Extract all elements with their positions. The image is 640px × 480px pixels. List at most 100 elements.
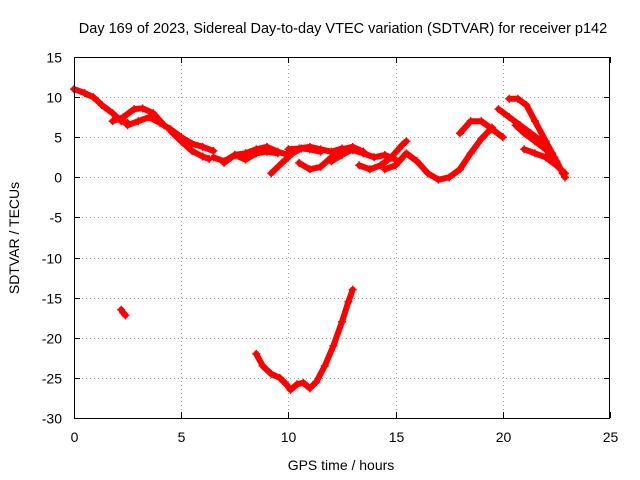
data-point <box>262 147 271 156</box>
data-point <box>359 149 368 158</box>
x-axis-label: GPS time / hours <box>288 457 395 473</box>
data-point <box>108 109 117 118</box>
data-point <box>130 105 139 114</box>
data-point <box>134 117 143 126</box>
data-point <box>445 173 454 182</box>
data-point <box>552 161 561 170</box>
data-point <box>305 165 314 174</box>
data-point <box>123 121 132 130</box>
data-point <box>155 118 164 127</box>
data-point <box>338 150 346 159</box>
data-point <box>370 153 379 162</box>
x-tick-label: 10 <box>281 429 297 445</box>
data-point <box>498 133 507 142</box>
data-point <box>108 117 117 126</box>
data-point <box>198 142 207 151</box>
data-point <box>541 153 550 162</box>
data-point <box>209 153 218 162</box>
data-point <box>149 109 158 118</box>
data-point <box>348 285 357 294</box>
data-point <box>119 113 128 122</box>
data-point <box>177 137 186 146</box>
data-point <box>241 155 250 164</box>
data-point <box>187 146 196 155</box>
y-tick-label: 15 <box>46 50 62 66</box>
data-point <box>380 165 389 174</box>
x-tick-label: 20 <box>496 429 512 445</box>
data-point <box>455 129 464 138</box>
data-point <box>230 150 239 159</box>
data-point <box>355 161 364 170</box>
data-point <box>520 145 529 154</box>
data-point <box>434 175 443 184</box>
data-point <box>97 101 106 110</box>
data-point <box>511 121 520 130</box>
data-point <box>530 137 539 146</box>
y-tick-label: -10 <box>42 251 62 267</box>
x-tick-label: 25 <box>603 429 619 445</box>
y-tick-label: -20 <box>42 331 62 347</box>
data-point <box>299 378 308 387</box>
data-point <box>423 169 432 178</box>
y-tick-label: -30 <box>42 411 62 427</box>
data-point <box>413 157 422 166</box>
data-point <box>305 142 314 151</box>
data-point <box>344 297 353 306</box>
data-point <box>316 162 325 171</box>
data-point <box>166 126 175 135</box>
data-point <box>513 94 522 103</box>
data-point <box>365 165 374 174</box>
data-point <box>316 145 325 154</box>
data-point <box>530 117 539 126</box>
data-point <box>560 169 569 178</box>
data-point <box>505 113 514 122</box>
data-point <box>488 125 497 134</box>
plot-frame <box>74 57 610 419</box>
data-point <box>275 373 284 382</box>
y-tick-label: 10 <box>46 90 62 106</box>
data-point <box>455 165 464 174</box>
data-point <box>541 137 550 146</box>
data-point <box>267 369 276 378</box>
data-point <box>327 157 336 166</box>
data-point <box>466 117 475 126</box>
data-point <box>402 137 411 146</box>
data-point <box>398 141 407 150</box>
data-point <box>402 149 411 158</box>
data-point <box>295 158 304 167</box>
data-point <box>145 113 154 122</box>
data-point <box>380 150 389 159</box>
data-point <box>282 380 291 389</box>
data-point <box>305 384 314 393</box>
data-point <box>252 349 261 358</box>
data-point <box>391 161 400 170</box>
series-arc-12 <box>381 124 496 183</box>
y-tick-label: 0 <box>54 170 62 186</box>
data-point <box>258 361 267 370</box>
data-point <box>541 145 550 154</box>
y-axis-label: SDTVAR / TECUs <box>6 182 22 294</box>
data-point <box>505 94 514 103</box>
data-point <box>220 158 229 167</box>
data-point <box>284 145 293 154</box>
data-point <box>121 311 130 320</box>
axis-ticks: 0 5 10 15 20 25 15 10 5 0 -5 -10 -15 -20 -25 -30 <box>42 50 619 446</box>
y-tick-label: -15 <box>42 291 62 307</box>
x-tick-label: 5 <box>178 429 186 445</box>
data-point <box>387 153 396 162</box>
data-point <box>348 145 357 154</box>
data-point <box>530 149 539 158</box>
data-layer <box>70 85 569 394</box>
data-point <box>522 101 531 110</box>
data-point <box>252 149 261 158</box>
data-point <box>295 144 304 153</box>
data-point <box>292 380 301 389</box>
data-point <box>89 93 98 102</box>
data-point <box>187 139 196 148</box>
y-tick-label: -25 <box>42 371 62 387</box>
data-point <box>466 149 475 158</box>
data-point <box>198 152 207 161</box>
data-point <box>520 129 529 138</box>
data-point <box>338 317 346 326</box>
